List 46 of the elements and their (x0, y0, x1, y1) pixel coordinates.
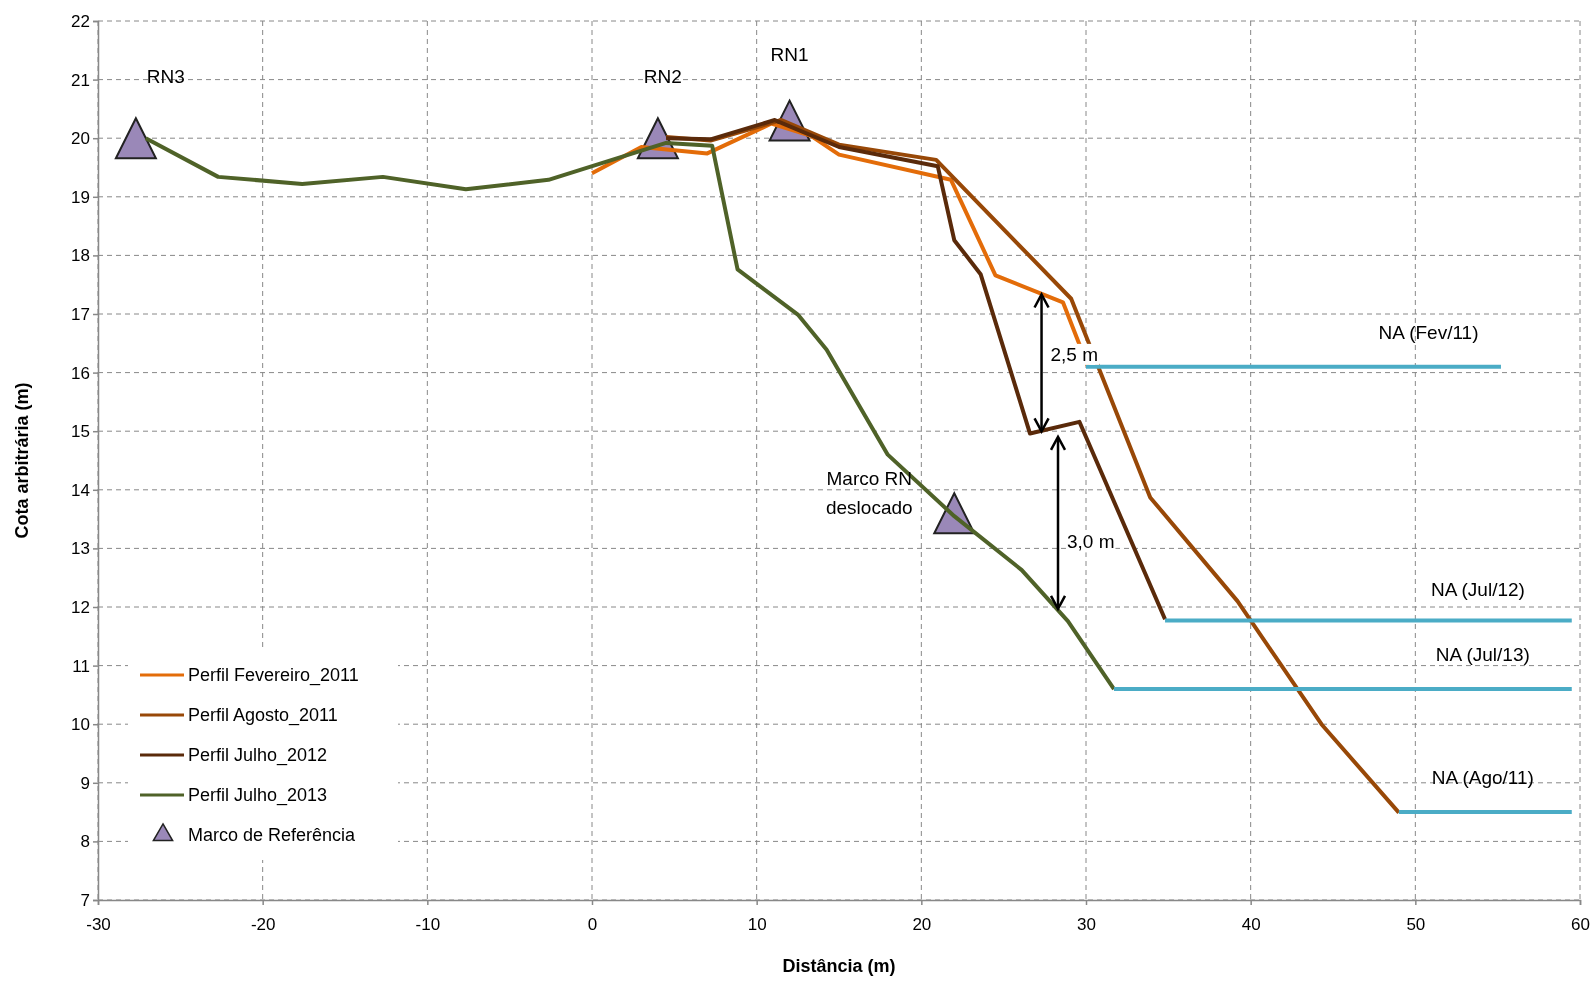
x-tick-label: 20 (912, 915, 932, 935)
y-tick-label: 20 (71, 129, 90, 149)
y-tick-label: 8 (80, 832, 90, 852)
y-tick-label: 21 (71, 70, 90, 90)
y-tick-label: 17 (71, 304, 90, 324)
line-series (664, 118, 1168, 622)
y-tick-label: 16 (71, 363, 90, 383)
line-series (143, 136, 1116, 692)
y-tick-label: 7 (80, 890, 90, 910)
y-tick-label: 9 (80, 773, 90, 793)
y-tick-label: 22 (71, 11, 90, 31)
annotation: RN1 (770, 43, 809, 65)
annotation: 3,0 m (1066, 531, 1115, 553)
y-tick-label: 12 (71, 597, 90, 617)
x-tick-label: 60 (1571, 915, 1590, 935)
annotation: RN3 (146, 66, 185, 88)
point (114, 117, 157, 160)
x-tick-label: -30 (86, 915, 111, 935)
x-tick-label: -20 (250, 915, 276, 935)
annotation: 2,5 m (1050, 343, 1099, 365)
annotation: RN2 (643, 66, 682, 88)
y-tick-label: 15 (71, 422, 90, 442)
annotation: NA (Fev/11) (1378, 321, 1479, 343)
legend-label: Perfil Agosto_2011 (188, 705, 338, 726)
annotation: NA (Ago/11) (1431, 767, 1534, 789)
legend-label: Perfil Fevereiro_2011 (188, 665, 359, 686)
y-tick-label: 11 (72, 656, 90, 676)
annotation: NA (Jul/13) (1435, 644, 1530, 666)
y-tick-label: 10 (71, 715, 90, 735)
legend-label: Marco de Referência (188, 825, 357, 845)
annotation: NA (Jul/12) (1430, 579, 1525, 601)
x-tick-label: 30 (1077, 915, 1096, 935)
x-tick-label: 0 (587, 915, 598, 935)
legend-label: Perfil Julho_2013 (188, 785, 328, 806)
legend-label: Perfil Julho_2012 (188, 745, 328, 766)
x-axis-title: Distância (m) (782, 956, 896, 976)
x-tick-label: 50 (1406, 915, 1426, 935)
y-tick-label: 13 (71, 539, 90, 559)
y-axis-title: Cota arbitrária (m) (12, 382, 32, 539)
annotation: Marco RN deslocado (825, 468, 913, 518)
x-tick-label: -10 (415, 915, 441, 935)
y-tick-label: 18 (71, 246, 90, 266)
y-tick-label: 14 (71, 480, 90, 500)
x-tick-label: 40 (1241, 915, 1261, 935)
x-tick-label: 10 (747, 915, 767, 935)
y-tick-label: 19 (71, 187, 90, 207)
